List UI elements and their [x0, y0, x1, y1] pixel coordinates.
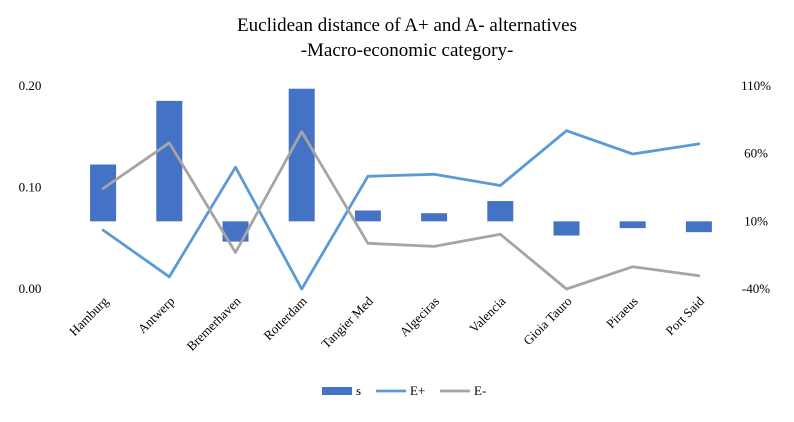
legend-label: s [356, 383, 361, 398]
bar-hamburg [90, 164, 117, 222]
line-eplus [101, 129, 701, 291]
category-label: Valencia [466, 293, 508, 335]
chart-subtitle: -Macro-economic category- [301, 40, 514, 61]
chart-title: Euclidean distance of A+ and A- alternat… [237, 15, 577, 36]
bar-algeciras [421, 213, 448, 222]
left-axis-tick: 0.10 [19, 180, 42, 195]
legend-swatch-bar [322, 387, 352, 395]
right-axis-tick: -40% [742, 281, 770, 296]
right-axis-tick: 10% [744, 213, 768, 228]
category-label: Hamburg [66, 293, 112, 339]
category-label: Gioia Tauro [520, 294, 574, 348]
category-label: Algeciras [396, 294, 442, 340]
category-label: Rotterdam [260, 294, 309, 343]
bar-antwerp [156, 100, 183, 222]
bar-tangier-med [354, 210, 381, 222]
left-axis-tick: 0.20 [19, 78, 42, 93]
bar-valencia [487, 201, 514, 222]
line-eminus [101, 130, 701, 291]
right-axis: -40% 10% 60% 110% [741, 78, 771, 296]
bar-port-said [685, 221, 712, 233]
bar-piraeus [619, 221, 646, 229]
right-axis-tick: 60% [744, 146, 768, 161]
bar-series [90, 88, 712, 242]
category-label: Port Said [662, 293, 707, 338]
legend: s E+ E- [322, 383, 486, 398]
left-axis-tick: 0.00 [19, 281, 42, 296]
category-label: Tangier Med [318, 293, 376, 351]
legend-label: E+ [410, 383, 425, 398]
bar-rotterdam [288, 88, 315, 222]
left-axis: 0.00 0.10 0.20 [19, 78, 42, 296]
category-label: Bremerhaven [183, 293, 243, 353]
bar-bremerhaven [222, 221, 249, 242]
legend-label: E- [474, 383, 486, 398]
bar-gioia-tauro [553, 221, 580, 236]
right-axis-tick: 110% [741, 78, 771, 93]
category-label: Antwerp [135, 294, 178, 337]
category-label: Piraeus [603, 294, 641, 332]
line-series [101, 129, 701, 291]
category-labels: Hamburg Antwerp Bremerhaven Rotterdam Tangie… [66, 293, 707, 353]
